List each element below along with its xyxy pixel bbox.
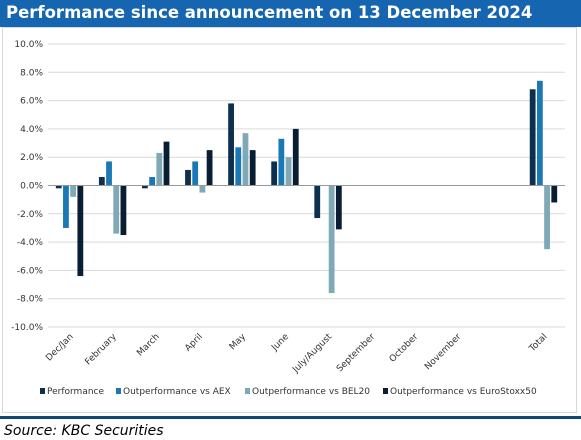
bar [228, 103, 234, 186]
bar [70, 185, 77, 197]
bar [149, 177, 156, 186]
y-tick-label: -2.0% [17, 210, 44, 220]
source-note: Source: KBC Securities [4, 423, 164, 439]
x-tick-label: Dec/Jan [44, 332, 75, 363]
x-tick-label: February [83, 332, 119, 368]
bar [163, 141, 170, 186]
y-tick-label: 4.0% [20, 125, 43, 135]
bar [113, 185, 120, 234]
title-bar: Performance since announcement on 13 Dec… [0, 0, 581, 27]
y-tick-label: -10.0% [11, 323, 43, 333]
y-tick-label: -4.0% [17, 238, 44, 248]
legend-label: Outperformance vs AEX [123, 387, 231, 397]
bar [192, 161, 199, 186]
x-tick-label: July/August [291, 332, 335, 376]
y-tick-label: 0.0% [20, 182, 43, 192]
bar [63, 185, 69, 228]
legend-swatch [245, 388, 250, 394]
bar [314, 185, 321, 219]
bar [328, 185, 335, 294]
x-tick-label: October [388, 332, 421, 365]
legend-label: Performance [47, 387, 104, 397]
bar [106, 161, 112, 186]
legend-swatch [40, 388, 45, 394]
page-title: Performance since announcement on 13 Dec… [6, 3, 533, 22]
bar [536, 80, 543, 186]
divider [0, 416, 581, 419]
bar [242, 133, 249, 186]
bar [285, 157, 292, 186]
bar [292, 128, 299, 186]
x-tick-label: November [423, 332, 463, 372]
bar [120, 185, 127, 236]
bar [156, 152, 163, 186]
bar [55, 185, 62, 189]
bar [271, 161, 278, 186]
bar [185, 169, 191, 186]
legend-label: Outperformance vs EuroStoxx50 [390, 387, 537, 397]
bar [529, 89, 536, 186]
y-tick-label: 2.0% [20, 153, 43, 163]
bar-chart: 10.0% 8.0% 6.0% 4.0% 2.0% 0.0% -2.0% -4.0% -6.0%… [11, 40, 565, 397]
bar [206, 150, 213, 186]
x-tick-label: March [135, 332, 161, 358]
x-tick-label: September [335, 332, 377, 374]
y-tick-label: 6.0% [20, 97, 43, 107]
bar [551, 185, 558, 203]
x-tick-label: June [269, 332, 291, 354]
bar [77, 185, 84, 277]
y-tick-label: 8.0% [20, 68, 43, 78]
legend-swatch [383, 388, 388, 394]
legend-label: Outperformance vs BEL20 [252, 387, 370, 397]
y-tick-label: 10.0% [14, 40, 43, 50]
bar [249, 150, 256, 186]
bar [98, 177, 105, 186]
bar [544, 185, 550, 250]
bar [335, 185, 342, 230]
bar [235, 147, 242, 186]
x-tick-label: Total [527, 332, 550, 355]
chart-frame [2, 27, 577, 413]
bar [142, 185, 148, 189]
x-tick-label: May [228, 332, 249, 353]
x-tick-label: April [183, 332, 205, 354]
bar [278, 138, 285, 186]
bar [199, 185, 206, 193]
y-tick-label: -6.0% [17, 266, 44, 276]
y-tick-label: -8.0% [17, 295, 44, 305]
legend-swatch [116, 388, 121, 394]
